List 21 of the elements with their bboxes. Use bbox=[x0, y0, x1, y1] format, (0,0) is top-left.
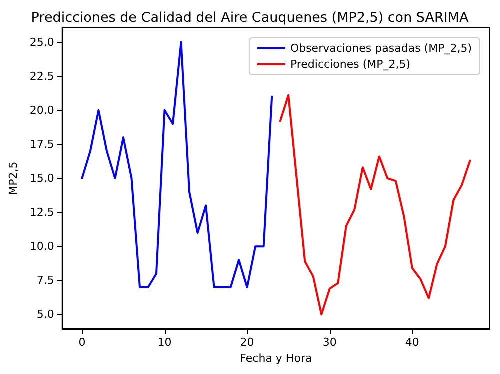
x-tick-label: 40 bbox=[405, 336, 420, 349]
y-tick-label: 22.5 bbox=[30, 70, 54, 83]
y-tick-label: 15.0 bbox=[30, 172, 54, 185]
legend-label: Observaciones pasadas (MP_2,5) bbox=[290, 42, 472, 55]
y-tick-label: 10.0 bbox=[30, 240, 54, 254]
y-tick-label: 25.0 bbox=[30, 36, 54, 49]
x-tick-label: 10 bbox=[158, 336, 172, 349]
line-series bbox=[279, 94, 472, 316]
chart-title: Predicciones de Calidad del Aire Cauquenes (MP2,5) con SARIMA bbox=[31, 10, 470, 26]
y-axis-title: MP2,5 bbox=[7, 162, 20, 196]
x-tick-label: 30 bbox=[322, 336, 337, 349]
y-tick-label: 17.5 bbox=[30, 138, 54, 151]
line-series bbox=[81, 41, 274, 288]
y-tick-label: 20.0 bbox=[30, 104, 54, 117]
y-tick-label: 12.5 bbox=[30, 206, 54, 220]
y-tick-label: 5.0 bbox=[36, 308, 54, 322]
y-tick-label: 7.5 bbox=[36, 274, 54, 288]
x-tick-label: 0 bbox=[78, 336, 86, 349]
x-axis-title: Fecha y Hora bbox=[240, 352, 312, 365]
x-tick-label: 20 bbox=[240, 336, 254, 349]
legend-label: Predicciones (MP_2,5) bbox=[290, 58, 411, 71]
